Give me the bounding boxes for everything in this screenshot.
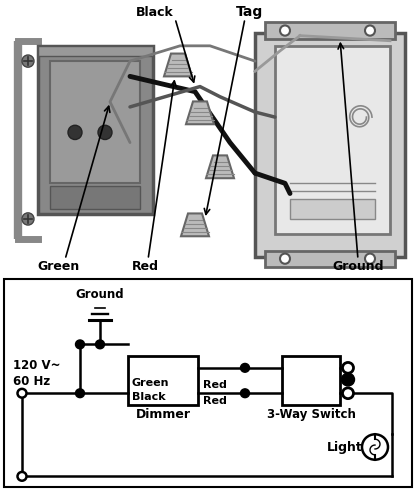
Polygon shape: [181, 214, 209, 236]
Text: 120 V~
60 Hz: 120 V~ 60 Hz: [13, 359, 60, 388]
Circle shape: [17, 389, 27, 398]
Bar: [50, 187, 140, 209]
Circle shape: [240, 389, 250, 398]
Bar: [282, 356, 340, 405]
Circle shape: [365, 253, 375, 264]
Text: Red: Red: [203, 396, 227, 406]
Bar: [265, 250, 395, 267]
Circle shape: [17, 472, 27, 481]
Bar: [50, 61, 140, 183]
Polygon shape: [206, 156, 234, 178]
Circle shape: [280, 253, 290, 264]
Text: Red: Red: [131, 260, 158, 273]
Polygon shape: [38, 46, 153, 56]
Text: Black: Black: [136, 6, 174, 19]
Circle shape: [22, 213, 34, 225]
Text: Light: Light: [327, 440, 363, 454]
Text: Green: Green: [132, 379, 169, 388]
Circle shape: [98, 125, 112, 139]
Circle shape: [342, 362, 354, 373]
Circle shape: [342, 373, 354, 386]
Bar: [290, 198, 375, 219]
Text: Tag: Tag: [236, 5, 264, 19]
Bar: [275, 46, 390, 234]
Circle shape: [342, 388, 354, 399]
Text: Black: Black: [132, 392, 166, 402]
Text: 3-Way Switch: 3-Way Switch: [267, 408, 355, 421]
Bar: [38, 46, 153, 214]
Circle shape: [75, 389, 84, 398]
Bar: [265, 23, 395, 39]
Circle shape: [22, 55, 34, 67]
Circle shape: [96, 340, 104, 349]
Circle shape: [280, 26, 290, 36]
Bar: [255, 32, 405, 257]
Bar: [128, 356, 198, 405]
Circle shape: [365, 26, 375, 36]
Circle shape: [362, 435, 388, 460]
Text: Ground: Ground: [76, 288, 124, 301]
Polygon shape: [164, 54, 192, 77]
Text: Red: Red: [203, 381, 227, 390]
Circle shape: [68, 125, 82, 139]
Circle shape: [75, 340, 84, 349]
Circle shape: [240, 363, 250, 372]
Text: Ground: Ground: [332, 260, 384, 273]
Text: Dimmer: Dimmer: [136, 408, 191, 421]
Text: Green: Green: [37, 260, 79, 273]
Polygon shape: [186, 102, 214, 124]
